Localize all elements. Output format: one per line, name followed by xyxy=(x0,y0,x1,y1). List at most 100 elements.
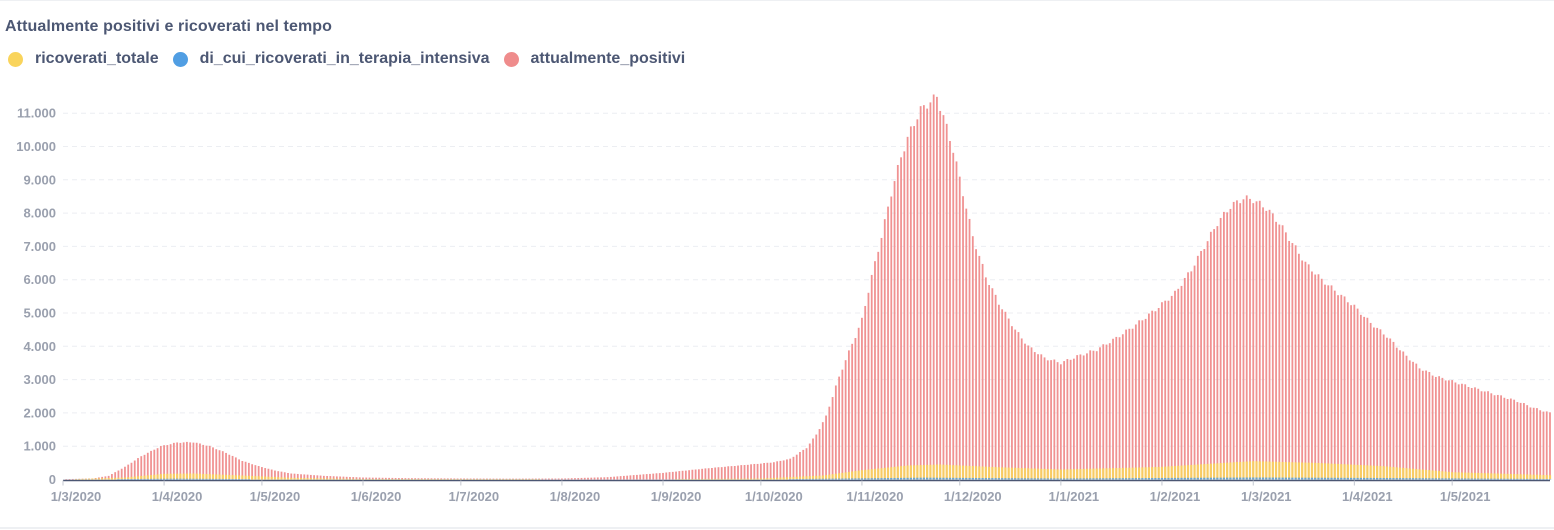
bar xyxy=(1428,478,1430,479)
bar xyxy=(1177,478,1179,480)
bar xyxy=(988,467,990,480)
bar xyxy=(1145,467,1147,479)
bar xyxy=(1441,378,1443,480)
bar xyxy=(1174,478,1176,480)
bar xyxy=(994,478,996,479)
bar xyxy=(991,288,993,479)
bar xyxy=(721,467,723,479)
x-tick-label: 1/6/2020 xyxy=(351,489,402,504)
bar xyxy=(1024,468,1026,479)
bar xyxy=(1513,400,1515,480)
bar xyxy=(1008,319,1010,480)
bar xyxy=(1164,478,1166,480)
bar xyxy=(939,478,941,480)
bar xyxy=(1080,354,1082,479)
bar xyxy=(1480,473,1482,479)
bar xyxy=(874,478,876,479)
bar xyxy=(1236,200,1238,479)
bar xyxy=(1314,463,1316,480)
bar xyxy=(1102,468,1104,479)
y-tick-label: 7.000 xyxy=(23,239,56,254)
bar xyxy=(1343,464,1345,479)
bar xyxy=(926,478,928,480)
bar xyxy=(868,293,870,480)
bar xyxy=(1311,272,1313,480)
bar xyxy=(1396,478,1398,479)
bar xyxy=(1500,474,1502,480)
bar xyxy=(786,459,788,479)
bar xyxy=(652,474,654,480)
bar xyxy=(1076,478,1078,479)
bar xyxy=(887,207,889,480)
bar xyxy=(1076,469,1078,479)
bar xyxy=(1356,465,1358,480)
bar xyxy=(1131,468,1133,480)
bar xyxy=(303,478,305,479)
bar xyxy=(258,476,260,479)
bar xyxy=(1431,470,1433,479)
bar xyxy=(91,479,93,480)
bar xyxy=(1506,479,1508,480)
bar xyxy=(228,479,230,480)
bar xyxy=(848,350,850,479)
bar xyxy=(1415,478,1417,479)
bar xyxy=(189,479,191,480)
bar xyxy=(1259,478,1261,480)
bar xyxy=(1154,478,1156,479)
bar xyxy=(910,126,912,479)
bar xyxy=(1363,465,1365,479)
bar xyxy=(809,479,811,480)
bar xyxy=(1017,478,1019,479)
bar xyxy=(571,478,573,479)
bar xyxy=(1386,466,1388,479)
bar xyxy=(1520,479,1522,480)
bar xyxy=(1347,302,1349,479)
bar xyxy=(584,478,586,480)
bar xyxy=(1259,461,1261,479)
bar xyxy=(1249,199,1251,480)
bar xyxy=(225,475,227,480)
bar xyxy=(163,479,165,480)
bar xyxy=(1167,478,1169,480)
bar xyxy=(1177,466,1179,480)
bar xyxy=(85,479,87,480)
bar xyxy=(1145,319,1147,480)
bar xyxy=(806,448,808,479)
bar xyxy=(140,479,142,480)
bar xyxy=(1040,478,1042,479)
bar xyxy=(1122,468,1124,480)
bar xyxy=(108,478,110,479)
bar xyxy=(639,475,641,480)
bar xyxy=(952,478,954,480)
y-tick-label: 11.000 xyxy=(17,106,56,121)
bar xyxy=(1255,478,1257,480)
bar xyxy=(1109,343,1111,479)
bar xyxy=(926,109,928,480)
bar xyxy=(336,479,338,480)
bar xyxy=(783,477,785,479)
bar xyxy=(1155,311,1157,479)
bar xyxy=(851,478,853,479)
bar xyxy=(1223,478,1225,480)
bar xyxy=(1353,305,1355,480)
bar xyxy=(805,479,807,480)
bar xyxy=(1040,469,1042,480)
bar xyxy=(1132,329,1134,480)
bar xyxy=(835,385,837,479)
bar xyxy=(1180,478,1182,480)
bar xyxy=(864,306,866,480)
bar xyxy=(880,478,882,479)
bar xyxy=(965,478,967,480)
bar xyxy=(1484,479,1486,480)
bar xyxy=(812,439,814,480)
bar xyxy=(949,465,951,480)
bar xyxy=(1164,467,1166,480)
bar xyxy=(867,478,869,479)
bar xyxy=(1458,384,1460,479)
bar xyxy=(994,467,996,479)
bar xyxy=(1014,330,1016,480)
bar xyxy=(1053,469,1055,479)
bar xyxy=(721,479,723,480)
bar xyxy=(743,479,745,480)
bar xyxy=(1096,478,1098,479)
